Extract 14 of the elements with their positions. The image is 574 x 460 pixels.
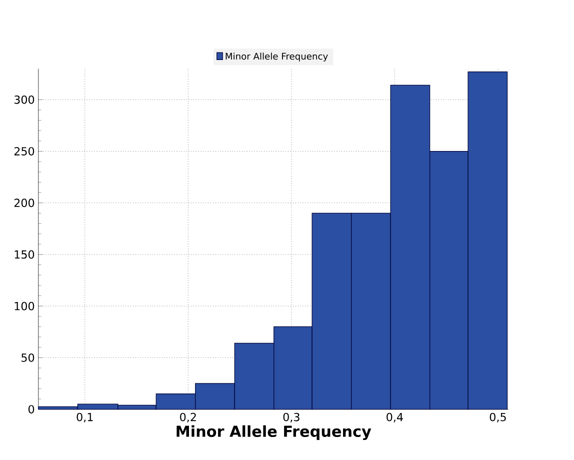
y-tick-label: 100 <box>14 302 34 310</box>
x-tick-label: 0,5 <box>490 412 506 422</box>
legend-label: Minor Allele Frequency <box>226 52 328 62</box>
y-tick-label: 150 <box>14 250 34 259</box>
x-tick-label: 0,1 <box>76 412 93 422</box>
y-tick-label: 50 <box>22 354 34 362</box>
y-tick-label: 200 <box>14 198 34 208</box>
y-tick-label: 300 <box>14 96 34 104</box>
y-tick-label: 0 <box>28 405 34 414</box>
x-tick-label: 0,2 <box>180 412 196 422</box>
x-tick-label: 0,4 <box>386 412 403 422</box>
x-axis-title: Minor Allele Frequency <box>176 425 372 440</box>
x-tick-label: 0,3 <box>283 412 300 422</box>
y-tick-label: 250 <box>14 147 34 156</box>
